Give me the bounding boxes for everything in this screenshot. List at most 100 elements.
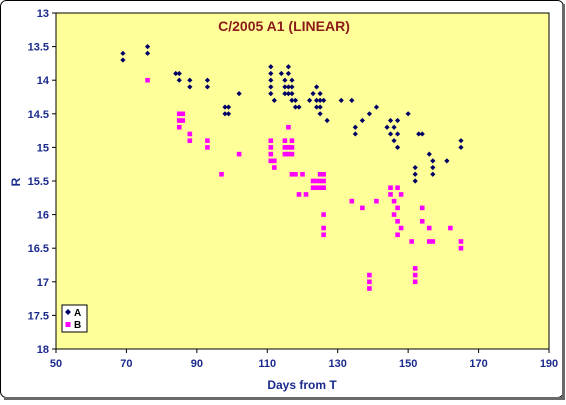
data-point-a xyxy=(317,111,323,117)
data-point-a xyxy=(306,97,313,103)
x-tick-label: 50 xyxy=(50,358,62,370)
data-point-b xyxy=(310,185,316,191)
data-point-a xyxy=(416,131,422,137)
data-point-b xyxy=(300,171,305,177)
data-point-b xyxy=(321,185,326,191)
data-point-a xyxy=(387,131,394,137)
data-point-a xyxy=(282,91,288,97)
data-point-b xyxy=(321,232,326,238)
data-point-b xyxy=(289,171,295,177)
y-tick-label: 14 xyxy=(37,75,50,87)
data-point-a xyxy=(444,158,450,164)
data-point-a xyxy=(120,50,126,56)
data-point-a xyxy=(317,97,323,103)
data-point-b xyxy=(367,272,372,278)
y-tick-label: 16.5 xyxy=(28,243,49,255)
data-point-a xyxy=(313,97,320,103)
data-point-b xyxy=(349,198,355,204)
data-point-a xyxy=(296,104,302,110)
y-tick-label: 17 xyxy=(37,277,49,289)
data-point-a xyxy=(268,64,274,70)
data-point-a xyxy=(366,111,373,117)
data-point-b xyxy=(426,239,432,244)
data-point-b xyxy=(286,145,291,150)
data-point-a xyxy=(384,124,390,130)
data-point-a xyxy=(324,117,330,124)
data-point-a xyxy=(387,117,394,124)
data-point-a xyxy=(268,70,274,77)
data-point-b xyxy=(321,225,326,231)
data-point-a xyxy=(176,70,182,77)
chart-area-shadow-bottom xyxy=(4,397,565,400)
data-point-b xyxy=(176,118,182,123)
x-tick-label: 190 xyxy=(540,358,558,370)
data-point-b xyxy=(430,239,436,244)
data-point-a xyxy=(412,164,418,171)
data-point-a xyxy=(268,84,274,90)
data-point-b xyxy=(187,138,193,143)
data-point-b xyxy=(268,151,274,157)
data-point-b xyxy=(367,279,372,285)
chart-title: C/2005 A1 (LINEAR) xyxy=(218,18,350,34)
data-point-b xyxy=(395,232,400,238)
data-point-b xyxy=(187,131,193,137)
data-point-a xyxy=(204,77,211,83)
data-point-a xyxy=(394,131,401,137)
legend-box xyxy=(61,304,88,333)
data-point-a xyxy=(120,57,126,63)
data-point-a xyxy=(394,117,401,124)
data-point-b xyxy=(236,151,242,157)
data-point-a xyxy=(278,70,284,77)
data-point-a xyxy=(268,77,274,83)
data-point-a xyxy=(225,104,232,110)
data-point-b xyxy=(426,225,432,231)
series-a-points xyxy=(120,44,464,184)
data-point-b xyxy=(289,145,295,150)
data-point-b xyxy=(314,185,319,191)
data-point-a xyxy=(285,91,292,97)
y-tick-label: 14.5 xyxy=(28,109,49,121)
x-tick-label: 70 xyxy=(120,358,132,370)
data-point-b xyxy=(205,138,210,143)
data-point-b xyxy=(282,151,288,157)
data-point-a xyxy=(285,84,292,90)
data-point-b xyxy=(419,205,425,211)
data-point-a xyxy=(394,144,401,150)
data-point-a xyxy=(310,91,316,97)
data-point-a xyxy=(317,104,323,110)
data-point-b xyxy=(398,225,404,231)
data-point-a xyxy=(359,117,365,124)
data-point-a xyxy=(430,164,436,171)
data-point-b xyxy=(321,178,326,184)
data-point-a xyxy=(289,91,295,97)
data-point-a xyxy=(430,158,436,164)
data-point-b xyxy=(176,124,182,130)
y-tick-label: 15.5 xyxy=(28,176,49,188)
data-point-a xyxy=(458,144,464,150)
data-point-b xyxy=(391,212,397,217)
data-point-a xyxy=(405,111,411,117)
series-b-points xyxy=(145,77,464,291)
data-point-a xyxy=(391,138,397,144)
data-point-b xyxy=(205,145,210,150)
data-point-a xyxy=(292,104,299,110)
legend-label-b: B xyxy=(74,320,81,331)
data-point-a xyxy=(412,178,418,184)
data-point-b xyxy=(180,111,186,117)
data-point-b xyxy=(176,111,182,117)
data-point-b xyxy=(310,178,316,184)
data-point-b xyxy=(268,145,274,150)
data-point-b xyxy=(317,178,323,184)
data-point-b xyxy=(419,219,425,224)
data-point-a xyxy=(144,50,151,56)
data-point-b xyxy=(398,192,404,197)
data-point-a xyxy=(268,91,274,97)
data-point-a xyxy=(391,124,397,130)
legend-label-a: A xyxy=(74,308,81,319)
data-point-b xyxy=(314,178,319,184)
x-tick-label: 90 xyxy=(191,358,203,370)
data-point-b xyxy=(448,225,453,231)
y-tick-label: 15 xyxy=(37,142,49,154)
data-point-b xyxy=(145,77,150,83)
